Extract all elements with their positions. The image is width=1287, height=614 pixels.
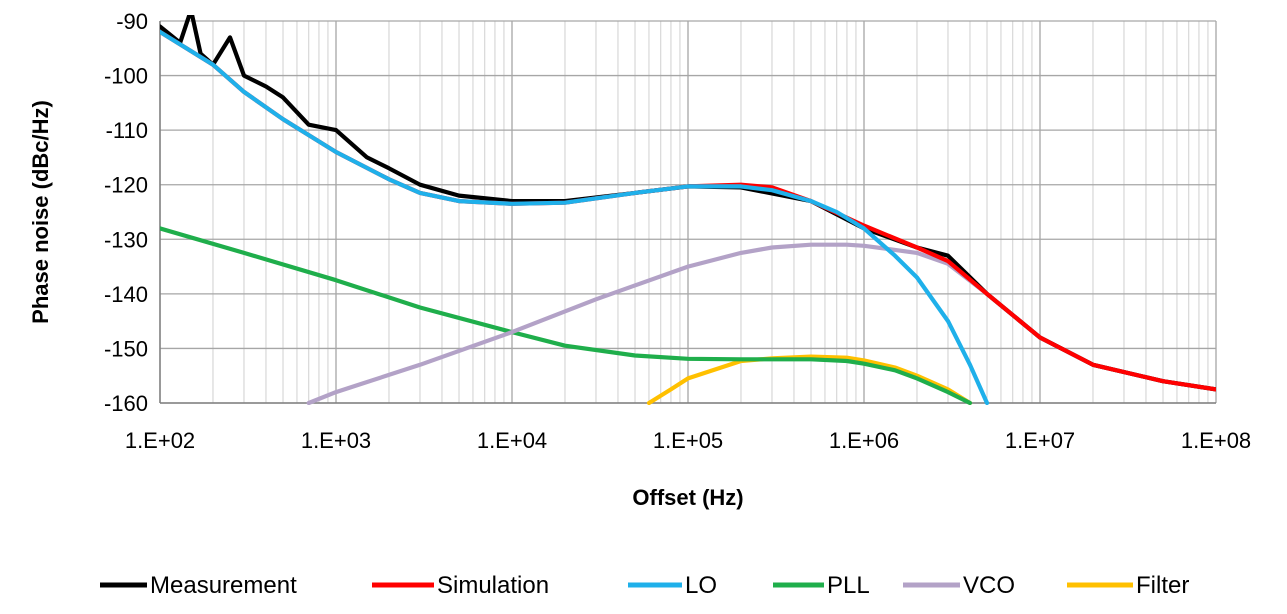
y-tick-label: -130: [104, 227, 148, 252]
series-line-lo: [160, 29, 990, 405]
y-tick-label: -150: [104, 336, 148, 361]
x-tick-labels: 1.E+02 1.E+03 1.E+04 1.E+05 1.E+06 1.E+07 1.E+…: [125, 428, 1251, 453]
legend-label-pll: PLL: [827, 572, 870, 599]
y-tick-label: -160: [104, 391, 148, 416]
x-tick-label: 1.E+08: [1181, 428, 1251, 453]
series-line-measurement: [160, 15, 1216, 392]
series-lines: [160, 15, 1216, 405]
x-axis-title: Offset (Hz): [632, 485, 743, 510]
legend: Measurement Simulation LO PLL VCO Filter: [100, 572, 1189, 599]
y-tick-label: -90: [116, 9, 148, 34]
legend-label-lo: LO: [685, 572, 717, 599]
x-tick-label: 1.E+02: [125, 428, 195, 453]
y-tick-label: -110: [106, 118, 148, 143]
y-tick-label: -120: [104, 173, 148, 198]
x-tick-label: 1.E+03: [301, 428, 371, 453]
x-tick-label: 1.E+05: [653, 428, 723, 453]
x-tick-label: 1.E+07: [1005, 428, 1075, 453]
y-tick-labels: -90 -100 -110 -120 -130 -140 -150 -160: [104, 9, 148, 416]
legend-label-measurement: Measurement: [150, 572, 297, 599]
y-tick-label: -140: [104, 282, 148, 307]
x-tick-label: 1.E+06: [829, 428, 899, 453]
y-axis-title: Phase noise (dBc/Hz): [28, 100, 53, 324]
legend-label-vco: VCO: [963, 572, 1015, 599]
series-line-filter: [646, 354, 973, 405]
x-tick-label: 1.E+04: [477, 428, 547, 453]
y-tick-label: -100: [104, 64, 148, 89]
grid: [159, 20, 1217, 404]
legend-label-filter: Filter: [1136, 572, 1189, 599]
series-line-vco: [306, 242, 1216, 405]
legend-label-simulation: Simulation: [437, 572, 549, 599]
series-line-pll: [160, 226, 973, 405]
